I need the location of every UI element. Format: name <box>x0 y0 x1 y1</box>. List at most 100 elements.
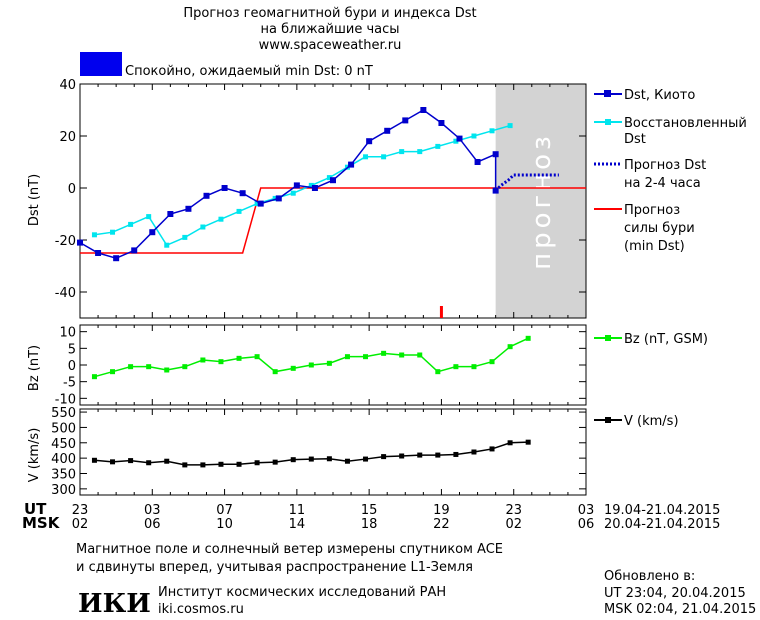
storm-forecast-line <box>80 187 586 254</box>
ut-tick-label: 15 <box>361 503 378 518</box>
bz-point <box>399 352 405 358</box>
iki-logo: ИКИ <box>78 589 151 619</box>
restored-dst-point <box>110 229 116 235</box>
bz-point <box>507 344 513 350</box>
y-tick-label: 300 <box>51 483 76 498</box>
kyoto-dst-point <box>221 185 228 191</box>
legend-bz-label: Bz (nT, GSM) <box>624 332 708 347</box>
v-point <box>525 439 531 445</box>
kyoto-dst-point <box>402 117 409 124</box>
v-point <box>110 459 116 465</box>
y-tick-label: 0 <box>68 182 76 197</box>
ut-tick-label: 03 <box>578 503 595 518</box>
footer-note-1: Магнитное поле и солнечный ветер измерен… <box>76 542 503 557</box>
title-line-1: Прогноз геомагнитной бури и индекса Dst <box>183 6 476 21</box>
ut-tick-label: 19 <box>433 503 450 518</box>
legend-bz-marker <box>605 335 611 341</box>
v-point <box>146 460 152 466</box>
kyoto-dst-point <box>113 255 120 262</box>
v-point <box>164 458 170 464</box>
v-point <box>254 460 260 466</box>
y-tick-label: -20 <box>55 234 76 249</box>
kyoto-dst-point <box>384 127 391 134</box>
kyoto-dst-point <box>77 239 83 246</box>
bz-point <box>344 354 350 360</box>
legend-kyoto-label: Dst, Киото <box>624 88 695 103</box>
kyoto-dst-point <box>456 135 463 142</box>
restored-dst-point <box>236 208 242 214</box>
restored-dst-point <box>128 221 134 227</box>
restored-dst-point <box>417 149 423 155</box>
bz-point <box>236 355 242 361</box>
restored-dst-point <box>146 214 152 220</box>
msk-tick-label: 14 <box>289 517 306 532</box>
restored-dst-point <box>326 175 332 181</box>
restored-dst-point <box>164 242 170 248</box>
restored-dst-point <box>254 201 260 207</box>
msk-label: MSK <box>22 514 61 532</box>
msk-tick-label: 06 <box>144 517 161 532</box>
bz-point <box>471 364 477 370</box>
legend-restored-label-2: Dst <box>624 132 646 147</box>
bz-point <box>218 359 224 365</box>
msk-tick-label: 18 <box>361 517 378 532</box>
bz-point <box>525 335 531 341</box>
forecast-zone-label: прогноз <box>527 132 557 270</box>
msk-date-range: 20.04-21.04.2015 <box>604 517 720 532</box>
ut-date-range: 19.04-21.04.2015 <box>604 503 720 518</box>
restored-dst-line <box>94 124 511 247</box>
v-point <box>381 454 387 460</box>
y-tick-label: 450 <box>51 437 76 452</box>
y-tick-label: 10 <box>59 326 76 341</box>
y-tick-label: 400 <box>51 452 76 467</box>
v-point <box>399 453 405 459</box>
msk-tick-label: 10 <box>216 517 233 532</box>
bz-point <box>110 369 116 375</box>
kyoto-dst-point <box>131 247 138 254</box>
kyoto-dst-line <box>79 109 497 259</box>
legend-storm-label-1: Прогноз <box>624 203 680 218</box>
legend-storm-label-3: (min Dst) <box>624 239 685 254</box>
y-tick-label: 350 <box>51 468 76 483</box>
source-url: www.spaceweather.ru <box>259 38 402 53</box>
v-point <box>363 456 369 462</box>
v-point <box>290 457 296 463</box>
restored-dst-point <box>399 149 405 155</box>
y-tick-label: 500 <box>51 421 76 436</box>
kyoto-dst-point <box>474 159 481 165</box>
kyoto-dst-point <box>275 195 282 202</box>
status-text: Спокойно, ожидаемый min Dst: 0 nT <box>125 64 373 79</box>
legend-v-marker <box>605 417 611 423</box>
legend-forecast-label-1: Прогноз Dst <box>624 158 706 173</box>
restored-dst-point <box>218 216 224 222</box>
bz-point <box>91 374 97 380</box>
v-point <box>344 458 350 464</box>
kyoto-dst-point <box>239 190 246 197</box>
y-tick-label: -40 <box>55 286 76 301</box>
title-line-2: на ближайшие часы <box>260 22 399 37</box>
restored-dst-point <box>91 232 97 238</box>
restored-dst-point <box>435 143 441 149</box>
kyoto-dst-point <box>366 138 373 145</box>
msk-tick-label: 02 <box>72 517 89 532</box>
v-point <box>236 461 242 467</box>
kyoto-dst-point <box>420 107 427 113</box>
updated-label: Обновлено в: <box>604 569 695 584</box>
kyoto-dst-point <box>438 120 445 126</box>
y-tick-label: 40 <box>59 78 76 93</box>
v-point <box>326 456 332 462</box>
ut-tick-label: 03 <box>144 503 161 518</box>
bz-point <box>254 354 260 360</box>
restored-dst-point <box>200 224 206 230</box>
v-point <box>308 456 314 462</box>
y-tick-label: -10 <box>55 392 76 407</box>
kyoto-dst-point <box>330 177 336 184</box>
footer-note-2: и сдвинуты вперед, учитывая распростране… <box>76 560 473 575</box>
legend-kyoto-marker <box>604 90 611 97</box>
legend-restored-marker <box>605 119 611 125</box>
dst-y-axis-label: Dst (nT) <box>27 174 42 226</box>
bz-point <box>417 352 423 358</box>
bz-point <box>182 364 188 370</box>
bz-point <box>381 350 387 356</box>
